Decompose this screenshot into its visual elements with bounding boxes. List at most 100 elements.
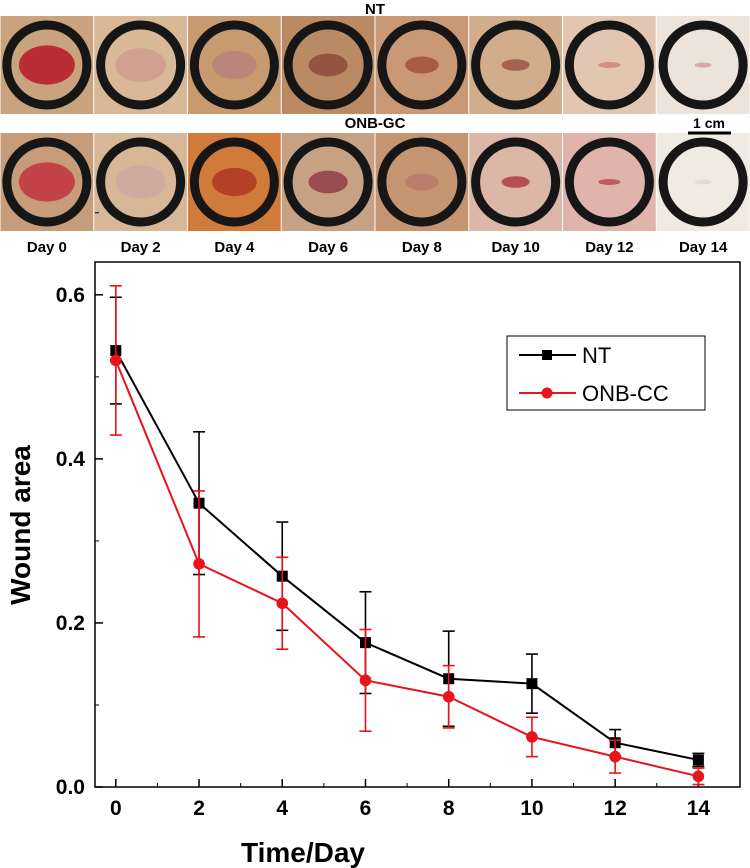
y-axis-title: Wound area: [5, 445, 36, 605]
splint-ring: [189, 20, 279, 110]
wound-photo-onb-gc-day-12: [563, 133, 656, 231]
legend-box: [506, 335, 706, 411]
wound-spot: [308, 53, 348, 77]
x-axis-ticks: 0 2 4 6 8 10 12 14: [110, 779, 741, 820]
wound-area-chart: 0 2 4 6 8 10 12 14 0.0 0.2 0.4 0.6 Time/Day Wound …: [5, 212, 741, 868]
splint-ring: [564, 20, 654, 110]
wound-photo-onb-gc-day-2: [94, 133, 187, 231]
x-tick-label: 14: [687, 797, 711, 820]
wound-spot: [501, 59, 530, 71]
splint-ring: [658, 20, 748, 110]
wound-spot: [501, 176, 530, 188]
legend-label-onb-cc: ONB-CC: [582, 381, 669, 406]
splint-ring: [658, 137, 748, 227]
splint-ring: [564, 137, 654, 227]
day-label: Day 4: [214, 239, 255, 256]
x-tick-label: 2: [193, 797, 205, 820]
series-line: [114, 360, 699, 778]
splint-ring: [471, 137, 561, 227]
wound-spot: [694, 62, 712, 68]
day-label: Day 8: [402, 239, 442, 256]
series-onb-cc: [109, 284, 705, 786]
row-label-onb-gc: ONB-GC: [345, 115, 406, 132]
wound-spot: [405, 56, 439, 74]
legend-marker-nt: [542, 350, 552, 360]
wound-photo-onb-gc-day-6: [281, 133, 375, 231]
wound-photo-nt-day-4: [188, 16, 281, 114]
x-tick-label: 6: [360, 797, 372, 820]
wound-spot: [211, 50, 257, 80]
wound-photo-nt-day-12: [563, 16, 656, 114]
y-tick-label: 0.4: [56, 448, 86, 471]
wound-spot: [598, 178, 621, 186]
wound-photo-nt-day-2: [94, 16, 187, 114]
series-line: [114, 350, 699, 761]
wound-spot: [694, 179, 712, 185]
data-point: [692, 770, 705, 783]
wound-photo-nt-day-6: [281, 16, 375, 114]
wound-photo-onb-gc-day-4: [188, 133, 281, 231]
y-axis-ticks: 0.0 0.2 0.4 0.6: [56, 212, 103, 799]
wound-spot: [18, 45, 75, 85]
wound-spot: [308, 170, 348, 194]
y-tick-label: 0.2: [56, 612, 85, 635]
y-tick-label: 0.6: [56, 284, 85, 307]
day-label: Day 2: [121, 239, 161, 256]
wound-photo-onb-gc-day-0: [0, 133, 94, 231]
wound-photo-nt-day-0: [0, 16, 94, 114]
x-tick-label: 0: [110, 797, 122, 820]
legend-marker-onb-cc: [541, 387, 553, 399]
data-point: [526, 731, 538, 743]
splint-ring: [96, 20, 186, 110]
day-label: Day 14: [679, 239, 728, 256]
wound-spot: [405, 173, 439, 191]
data-point: [526, 678, 538, 690]
splint-ring: [189, 137, 279, 227]
legend: NT ONB-CC: [506, 335, 706, 411]
wound-spot: [211, 167, 257, 197]
splint-ring: [283, 20, 373, 110]
scale-bar-label: 1 cm: [693, 115, 725, 131]
plot-frame: [94, 261, 741, 788]
legend-label-nt: NT: [582, 343, 611, 368]
day-label: Day 6: [308, 239, 348, 256]
splint-ring: [2, 20, 92, 110]
photo-row-onb-gc: [0, 133, 750, 231]
data-point: [442, 690, 455, 703]
data-point: [692, 754, 704, 766]
wound-photo-nt-day-10: [469, 16, 562, 114]
day-label: Day 12: [585, 239, 633, 256]
wound-spot: [598, 61, 621, 69]
wound-spot: [18, 162, 75, 202]
photo-row-nt: [0, 16, 750, 114]
data-point: [110, 354, 122, 367]
wound-photo-onb-gc-day-10: [469, 133, 562, 231]
wound-spot: [115, 48, 166, 82]
wound-spot: [115, 165, 166, 199]
data-point: [276, 597, 289, 610]
x-tick-label: 12: [603, 797, 626, 820]
wound-photo-onb-gc-day-8: [375, 133, 469, 231]
x-tick-label: 10: [520, 797, 543, 820]
data-point: [609, 750, 621, 763]
data-point: [359, 674, 372, 687]
splint-ring: [283, 137, 373, 227]
x-tick-label: 8: [443, 797, 455, 820]
x-axis-title: Time/Day: [241, 837, 365, 868]
wound-photo-nt-day-8: [375, 16, 469, 114]
splint-ring: [2, 137, 92, 227]
day-label: Day 0: [27, 239, 67, 256]
day-label: Day 10: [491, 239, 539, 256]
wound-photo-panel: NT ONB-GC 1 cm Day 0 Day 2 Day 4 Day 6 Day 8…: [0, 1, 750, 256]
row-label-nt: NT: [365, 1, 385, 18]
day-labels: Day 0 Day 2 Day 4 Day 6 Day 8 Day 10 Day 12 Day…: [27, 239, 728, 256]
series-layer: [109, 284, 705, 786]
splint-ring: [96, 137, 186, 227]
wound-photo-nt-day-14: [656, 16, 750, 114]
data-point: [193, 558, 205, 570]
y-tick-label: 0.0: [56, 776, 85, 799]
splint-ring: [377, 137, 467, 227]
splint-ring: [377, 20, 467, 110]
x-tick-label: 4: [276, 797, 288, 820]
wound-photo-onb-gc-day-14: [656, 133, 750, 231]
